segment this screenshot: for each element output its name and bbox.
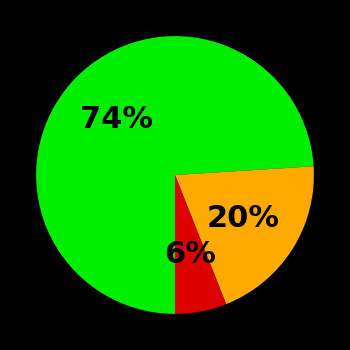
Text: 74%: 74%	[80, 105, 153, 134]
Text: 20%: 20%	[206, 204, 280, 233]
Wedge shape	[175, 166, 314, 304]
Text: 6%: 6%	[164, 240, 216, 269]
Wedge shape	[36, 36, 314, 314]
Wedge shape	[175, 175, 226, 314]
